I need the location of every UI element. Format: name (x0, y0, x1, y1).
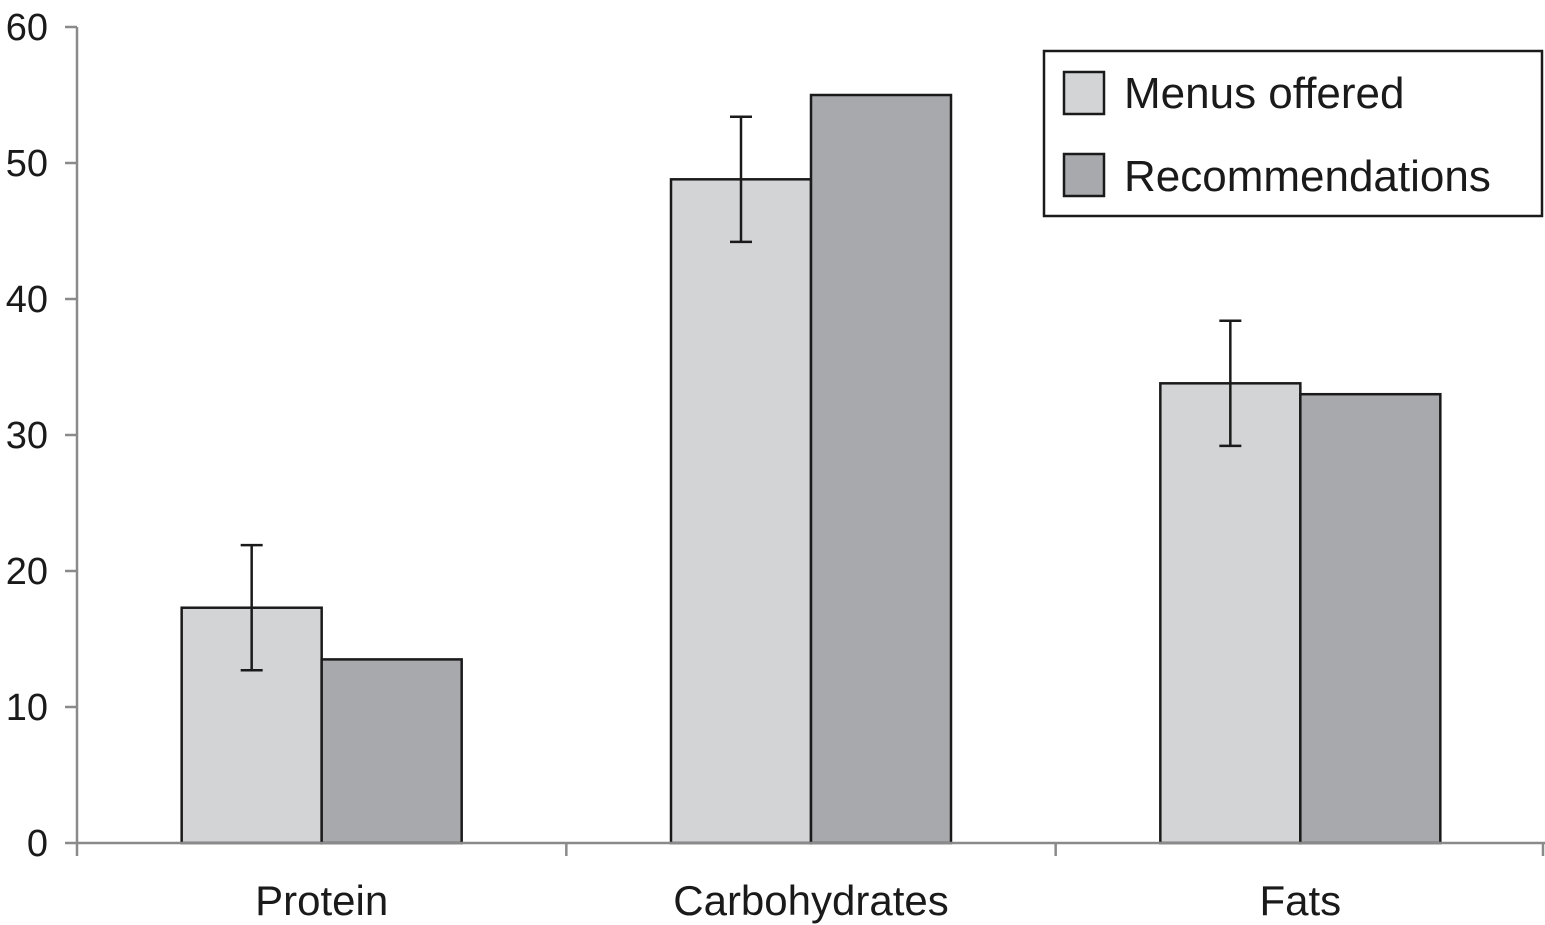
bar-recommendations-carbohydrates (809, 93, 953, 845)
bar-menus-offered-fats (1159, 382, 1302, 845)
bar-menus-offered-carbohydrates (669, 178, 813, 845)
y-tick-label-40: 40 (6, 279, 48, 321)
x-tick-label-protein: Protein (255, 877, 388, 924)
y-tick-label-60: 60 (6, 7, 48, 49)
error-bar-menus-offered-carbohydrates (730, 115, 752, 244)
error-bars-layer (240, 115, 1242, 672)
y-ticks-layer: 0 10 20 30 40 50 60 (6, 7, 77, 865)
y-tick-label-20: 20 (6, 551, 48, 593)
y-tick-label-10: 10 (6, 687, 48, 729)
y-tick-label-50: 50 (6, 143, 48, 185)
x-tick-label-carbohydrates: Carbohydrates (673, 877, 948, 924)
legend-label-menus-offered: Menus offered (1124, 69, 1404, 118)
bars-layer (180, 93, 1442, 845)
error-bar-menus-offered-fats (1219, 319, 1242, 448)
legend-swatch-recommendations (1062, 152, 1106, 198)
legend-box (1042, 49, 1544, 218)
y-tick-label-0: 0 (27, 823, 48, 865)
error-bar-menus-offered-protein (240, 543, 263, 672)
legend-label-recommendations: Recommendations (1124, 152, 1491, 201)
x-ticks-layer: Protein Carbohydrates Fats (75, 843, 1545, 924)
y-tick-label-30: 30 (6, 415, 48, 457)
x-tick-label-fats: Fats (1259, 877, 1341, 924)
bar-recommendations-protein (320, 658, 463, 845)
bar-recommendations-fats (1299, 392, 1442, 845)
legend: Menus offered Recommendations (1042, 49, 1544, 218)
legend-swatch-menus-offered (1062, 70, 1106, 116)
